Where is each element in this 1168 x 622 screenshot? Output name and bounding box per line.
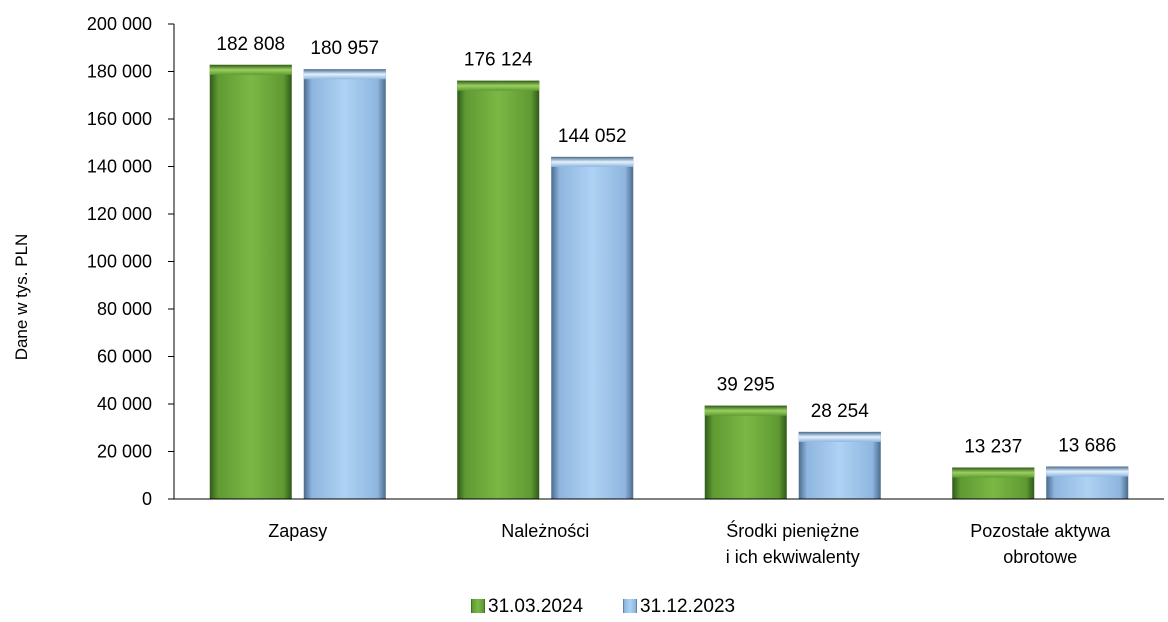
data-labels: 182 808 180 957 176 124 144 052 39 295 28 254… (216, 34, 1116, 458)
y-tick-label: 40 000 (97, 394, 152, 414)
bar-series2 (798, 431, 881, 499)
bar-bevel (457, 80, 540, 91)
y-tick-label: 120 000 (87, 204, 152, 224)
bars (209, 64, 1129, 500)
y-tick-label: 0 (142, 489, 152, 509)
bar-series2 (1046, 466, 1129, 499)
data-label: 28 254 (811, 401, 870, 422)
y-tick-label: 60 000 (97, 347, 152, 367)
bar-bevel (798, 431, 881, 442)
category-label: Pozostałe aktywa (970, 521, 1111, 541)
bar-series1 (457, 80, 540, 499)
legend-label: 31.03.2024 (488, 596, 584, 617)
data-label: 13 237 (964, 437, 1022, 458)
bar-body (303, 69, 386, 500)
bar-series1 (209, 64, 292, 500)
bar-body (704, 405, 787, 499)
y-tick-label: 20 000 (97, 442, 152, 462)
y-axis-ticks: 0 20 000 40 000 60 000 80 000 100 000 120 000 1… (87, 14, 174, 509)
bar-bevel (209, 64, 292, 75)
bar-bevel (551, 156, 634, 167)
bar-series2 (551, 156, 634, 499)
bar-bevel (303, 69, 386, 80)
category-label: obrotowe (1003, 547, 1077, 567)
bar-series1 (704, 405, 787, 499)
legend-swatch (471, 599, 485, 613)
bar-bevel (704, 405, 787, 416)
bar-series2 (303, 69, 386, 500)
category-label: Należności (501, 521, 589, 541)
bar-series1 (952, 467, 1035, 499)
y-tick-label: 140 000 (87, 157, 152, 177)
category-label: Środki pieniężne (726, 520, 859, 541)
legend: 31.03.2024 31.12.2023 (471, 596, 735, 617)
data-label: 176 124 (464, 50, 533, 71)
y-tick-label: 100 000 (87, 252, 152, 272)
bar-body (209, 64, 292, 500)
category-label: i ich ekwiwalenty (726, 547, 860, 567)
data-label: 13 686 (1058, 435, 1116, 456)
data-label: 39 295 (717, 375, 775, 396)
data-label: 182 808 (216, 34, 285, 55)
legend-swatch (623, 599, 637, 613)
y-tick-label: 160 000 (87, 109, 152, 129)
y-axis-label: Dane w tys. PLN (12, 234, 31, 361)
bar-bevel (1046, 466, 1129, 477)
legend-label: 31.12.2023 (640, 596, 735, 617)
y-tick-label: 180 000 (87, 62, 152, 82)
data-label: 180 957 (310, 38, 379, 59)
category-label: Zapasy (268, 521, 327, 541)
y-tick-label: 80 000 (97, 299, 152, 319)
bar-body (798, 431, 881, 499)
x-axis-categories: Zapasy Należności Środki pieniężne i ich ek… (268, 520, 1111, 567)
bar-body (457, 80, 540, 499)
bar-bevel (952, 467, 1035, 478)
y-tick-label: 200 000 (87, 14, 152, 34)
data-label: 144 052 (558, 126, 627, 147)
bar-body (551, 156, 634, 499)
